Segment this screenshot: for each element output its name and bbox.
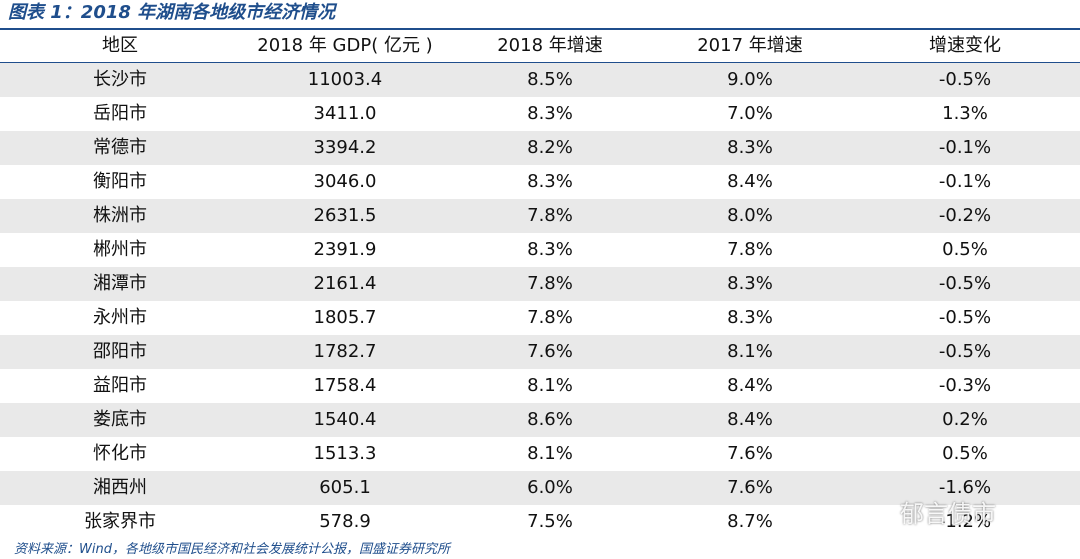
- table-cell: 8.4%: [727, 171, 773, 192]
- table-cell: -1.6%: [938, 477, 992, 498]
- table-cell: 8.7%: [727, 511, 773, 532]
- table-cell: 11003.4: [307, 69, 383, 90]
- table-row: 常德市 3394.2 8.2% 8.3% -0.1%: [0, 131, 1080, 165]
- table-cell: 9.0%: [727, 69, 773, 90]
- table-cell: 长沙市: [93, 69, 147, 90]
- table-cell: 8.4%: [727, 409, 773, 430]
- table-cell: 7.5%: [527, 511, 573, 532]
- table-cell: 8.4%: [727, 375, 773, 396]
- watermark: 郁言债市: [900, 500, 996, 528]
- table-cell: 1805.7: [313, 307, 377, 328]
- table-cell: 8.5%: [527, 69, 573, 90]
- table-cell: -1.2%: [938, 511, 992, 532]
- table-row: 湘西州 605.1 6.0% 7.6% -1.6%: [0, 471, 1080, 505]
- table-cell: 张家界市: [84, 511, 156, 532]
- table-cell: 7.6%: [727, 477, 773, 498]
- table-cell: 1513.3: [313, 443, 377, 464]
- table-cell: 8.3%: [527, 171, 573, 192]
- table-cell: 0.2%: [942, 409, 988, 430]
- table-cell: 7.6%: [527, 341, 573, 362]
- table-cell: 2391.9: [313, 239, 377, 260]
- table-cell: -0.2%: [938, 205, 992, 226]
- table-cell: 8.6%: [527, 409, 573, 430]
- table-cell: 578.9: [319, 511, 371, 532]
- table-cell: 3046.0: [313, 171, 377, 192]
- table-cell: 605.1: [319, 477, 371, 498]
- table-row: 益阳市 1758.4 8.1% 8.4% -0.3%: [0, 369, 1080, 403]
- header-cell: 2018 年 GDP( 亿元 ): [257, 35, 433, 56]
- header-cell: 地区: [102, 35, 138, 56]
- table-row: 邵阳市 1782.7 7.6% 8.1% -0.5%: [0, 335, 1080, 369]
- table-cell: 6.0%: [527, 477, 573, 498]
- table-cell: 8.3%: [727, 137, 773, 158]
- table-title: 图表 1：2018 年湖南各地级市经济情况: [8, 2, 336, 23]
- table-cell: -0.5%: [938, 341, 992, 362]
- table-cell: 0.5%: [942, 443, 988, 464]
- header-row: 地区 2018 年 GDP( 亿元 ) 2018 年增速 2017 年增速 增速变化: [0, 30, 1080, 63]
- table-cell: 8.1%: [527, 443, 573, 464]
- table-cell: -0.1%: [938, 137, 992, 158]
- table-cell: 郴州市: [93, 239, 147, 260]
- table-cell: 8.3%: [727, 307, 773, 328]
- table-cell: 2631.5: [313, 205, 377, 226]
- source-note: 资料来源：Wind，各地级市国民经济和社会发展统计公报，国盛证券研究所: [14, 542, 450, 557]
- table-cell: 8.3%: [527, 103, 573, 124]
- table-row: 娄底市 1540.4 8.6% 8.4% 0.2%: [0, 403, 1080, 437]
- table-row: 湘潭市 2161.4 7.8% 8.3% -0.5%: [0, 267, 1080, 301]
- table-cell: 8.1%: [727, 341, 773, 362]
- table-cell: 衡阳市: [93, 171, 147, 192]
- table-row: 郴州市 2391.9 8.3% 7.8% 0.5%: [0, 233, 1080, 267]
- table-cell: 8.2%: [527, 137, 573, 158]
- table-cell: 7.8%: [727, 239, 773, 260]
- table-cell: 1782.7: [313, 341, 377, 362]
- table-cell: -0.5%: [938, 273, 992, 294]
- table-cell: 7.8%: [527, 205, 573, 226]
- table-cell: 1.3%: [942, 103, 988, 124]
- table-cell: 怀化市: [93, 443, 147, 464]
- table-cell: 湘西州: [93, 477, 147, 498]
- table-cell: 1540.4: [313, 409, 377, 430]
- table-cell: 邵阳市: [93, 341, 147, 362]
- table-cell: 株洲市: [93, 205, 147, 226]
- table-cell: 8.3%: [727, 273, 773, 294]
- table-cell: 3411.0: [313, 103, 377, 124]
- table-row: 衡阳市 3046.0 8.3% 8.4% -0.1%: [0, 165, 1080, 199]
- header-cell: 2018 年增速: [497, 35, 603, 56]
- table-cell: 岳阳市: [93, 103, 147, 124]
- table-cell: 永州市: [93, 307, 147, 328]
- table-row: 怀化市 1513.3 8.1% 7.6% 0.5%: [0, 437, 1080, 471]
- table-cell: 湘潭市: [93, 273, 147, 294]
- table-cell: -0.5%: [938, 69, 992, 90]
- table-cell: 7.6%: [727, 443, 773, 464]
- table-row: 永州市 1805.7 7.8% 8.3% -0.5%: [0, 301, 1080, 335]
- table-cell: 8.0%: [727, 205, 773, 226]
- table-cell: 7.8%: [527, 273, 573, 294]
- table: 地区 2018 年 GDP( 亿元 ) 2018 年增速 2017 年增速 增速变化长沙…: [0, 28, 1080, 539]
- table-cell: -0.1%: [938, 171, 992, 192]
- header-cell: 增速变化: [929, 35, 1001, 56]
- table-cell: 1758.4: [313, 375, 377, 396]
- table-cell: -0.5%: [938, 307, 992, 328]
- table-cell: 益阳市: [93, 375, 147, 396]
- table-cell: 常德市: [93, 137, 147, 158]
- table-row: 株洲市 2631.5 7.8% 8.0% -0.2%: [0, 199, 1080, 233]
- table-cell: 7.8%: [527, 307, 573, 328]
- table-row: 岳阳市 3411.0 8.3% 7.0% 1.3%: [0, 97, 1080, 131]
- table-row: 长沙市 11003.4 8.5% 9.0% -0.5%: [0, 63, 1080, 97]
- table-cell: 0.5%: [942, 239, 988, 260]
- table-cell: 2161.4: [313, 273, 377, 294]
- table-cell: -0.3%: [938, 375, 992, 396]
- header-cell: 2017 年增速: [697, 35, 803, 56]
- table-row: 张家界市 578.9 7.5% 8.7% -1.2%: [0, 505, 1080, 539]
- table-cell: 7.0%: [727, 103, 773, 124]
- table-cell: 8.1%: [527, 375, 573, 396]
- table-cell: 8.3%: [527, 239, 573, 260]
- table-cell: 娄底市: [93, 409, 147, 430]
- table-cell: 3394.2: [313, 137, 377, 158]
